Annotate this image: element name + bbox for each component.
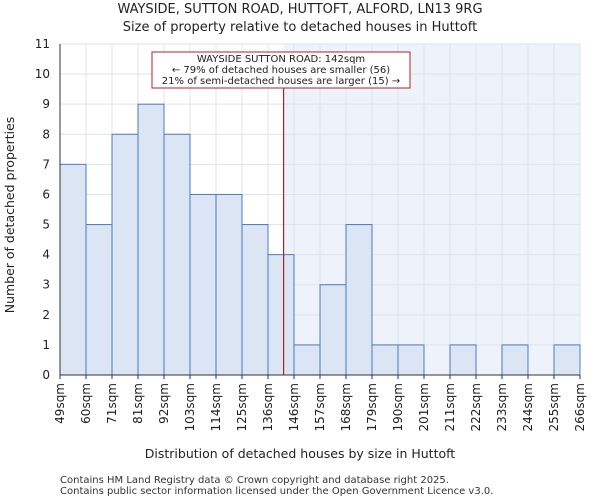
- x-tick-label: 222sqm: [469, 383, 483, 431]
- x-tick-label: 233sqm: [495, 383, 509, 431]
- footer-line1: Contains HM Land Registry data © Crown c…: [60, 475, 449, 486]
- x-tick-label: 255sqm: [547, 383, 561, 431]
- chart-title-line2: Size of property relative to detached ho…: [123, 20, 477, 35]
- annotation-box-border: [151, 51, 411, 89]
- bar-233sqm: [501, 344, 529, 376]
- x-tick-label: 92sqm: [157, 383, 171, 424]
- bar-136sqm: [267, 254, 295, 376]
- x-axis-label: Distribution of detached houses by size …: [145, 446, 456, 461]
- y-tick-label: 10: [35, 67, 50, 81]
- bar-179sqm: [371, 344, 399, 376]
- bar-92sqm: [163, 133, 191, 376]
- y-tick-label: 0: [42, 368, 50, 382]
- axes: 0 1 2 3 4 5 6 7 8 9 10 11 49sqm 60sqm 71sqm 81sqm 92sqm 1…: [35, 37, 587, 431]
- bar-190sqm: [397, 344, 425, 376]
- annotation-smaller: ← 79% of detached houses are smaller (56…: [172, 65, 390, 76]
- x-tick-label: 125sqm: [235, 383, 249, 431]
- bars: [59, 103, 581, 376]
- bar-211sqm: [449, 344, 477, 376]
- chart-title-line1: WAYSIDE, SUTTON ROAD, HUTTOFT, ALFORD, L…: [117, 2, 482, 17]
- bar-255sqm: [553, 344, 581, 376]
- bar-157sqm: [319, 284, 347, 376]
- y-tick-label: 6: [42, 187, 50, 201]
- bar-125sqm: [241, 224, 269, 376]
- bar-60sqm: [85, 224, 113, 376]
- y-tick-label: 3: [42, 278, 50, 292]
- x-tick-label: 103sqm: [183, 383, 197, 431]
- y-tick-label: 2: [42, 308, 50, 322]
- bar-103sqm: [189, 193, 217, 376]
- y-tick-label: 1: [42, 338, 50, 352]
- x-tick-label: 179sqm: [365, 383, 379, 431]
- x-tick-label: 49sqm: [53, 383, 67, 424]
- bar-114sqm: [215, 193, 243, 376]
- bar-168sqm: [345, 224, 373, 376]
- footer-line2: Contains public sector information licen…: [60, 486, 493, 497]
- bar-49sqm: [59, 163, 87, 376]
- y-tick-label: 9: [42, 97, 50, 111]
- bar-146sqm: [293, 344, 321, 376]
- y-tick-label: 4: [42, 248, 50, 262]
- annotation-larger: 21% of semi-detached houses are larger (…: [162, 76, 400, 87]
- y-tick-label: 11: [35, 37, 50, 51]
- x-tick-label: 114sqm: [209, 383, 223, 431]
- x-tick-label: 168sqm: [339, 383, 353, 431]
- bar-81sqm: [137, 103, 165, 376]
- x-tick-label: 244sqm: [521, 383, 535, 431]
- x-tick-label: 190sqm: [391, 383, 405, 431]
- x-tick-label: 60sqm: [79, 383, 93, 424]
- x-tick-label: 211sqm: [443, 383, 457, 431]
- y-axis-label: Number of detached properties: [2, 117, 17, 314]
- x-tick-label: 136sqm: [261, 383, 275, 431]
- x-tick-label: 201sqm: [417, 383, 431, 431]
- y-tick-label: 8: [42, 127, 50, 141]
- x-tick-label: 266sqm: [573, 383, 587, 431]
- x-tick-label: 157sqm: [313, 383, 327, 431]
- x-tick-label: 146sqm: [287, 383, 301, 431]
- x-tick-label: 71sqm: [105, 383, 119, 424]
- bar-71sqm: [111, 133, 139, 376]
- x-tick-label: 81sqm: [131, 383, 145, 424]
- y-tick-label: 5: [42, 218, 50, 232]
- annotation-box: WAYSIDE SUTTON ROAD: 142sqm ← 79% of det…: [151, 51, 411, 89]
- annotation-label: WAYSIDE SUTTON ROAD: 142sqm: [197, 54, 365, 65]
- y-tick-label: 7: [42, 157, 50, 171]
